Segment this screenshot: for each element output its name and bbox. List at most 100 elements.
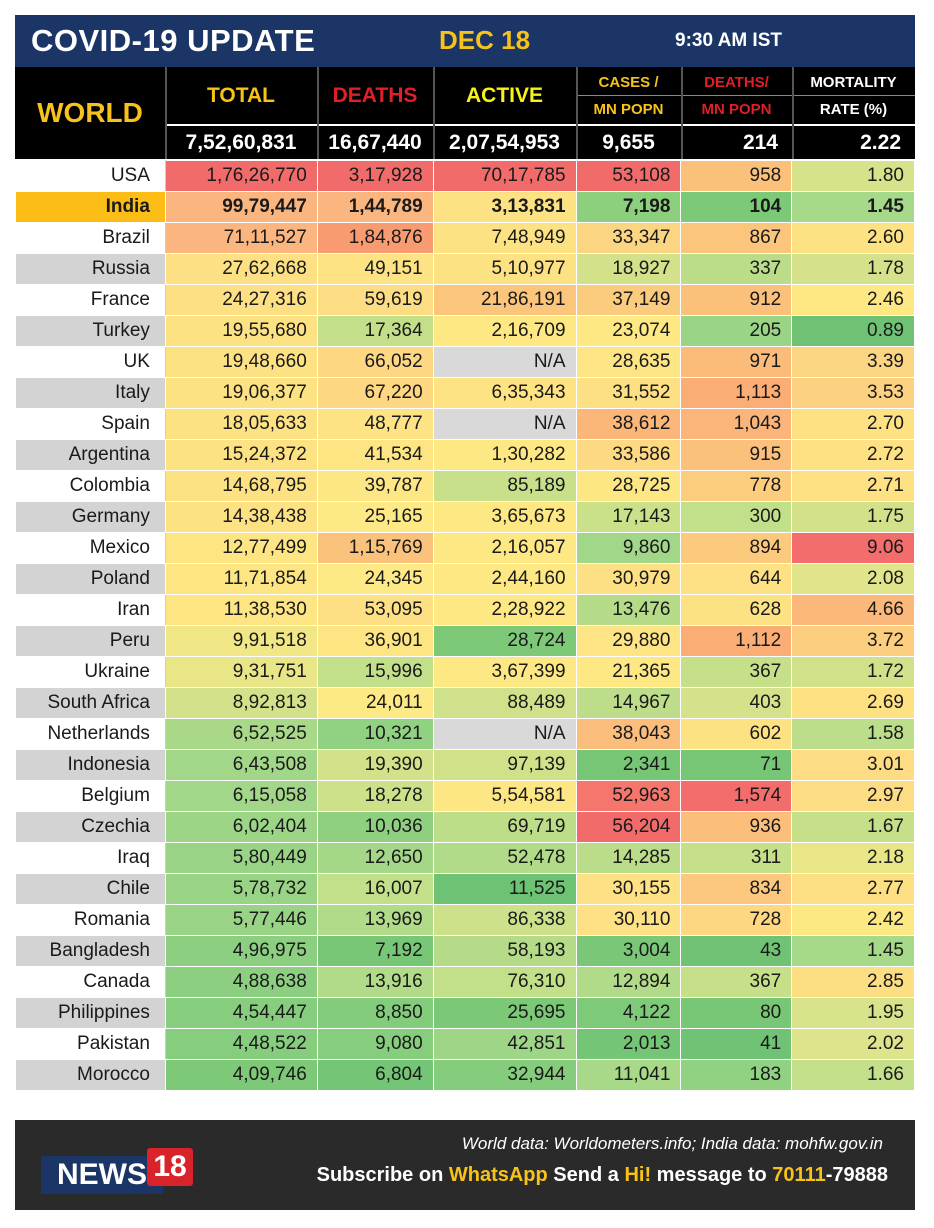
- country-name: Italy: [15, 377, 166, 409]
- cell-cases-mn: 30,979: [575, 563, 682, 595]
- cell-active: 5,54,581: [432, 780, 577, 812]
- cell-deaths: 10,036: [316, 811, 434, 843]
- cell-deaths-mn: 958: [680, 160, 793, 192]
- col-divider: [433, 67, 435, 159]
- subscribe-text: Subscribe on: [316, 1164, 449, 1186]
- cell-total: 19,55,680: [164, 315, 318, 347]
- country-name: Belgium: [15, 780, 166, 812]
- cell-total: 9,91,518: [164, 625, 318, 657]
- cell-deaths-mn: 1,574: [680, 780, 793, 812]
- cell-total: 9,31,751: [164, 656, 318, 688]
- cell-cases-mn: 13,476: [575, 594, 682, 626]
- cell-deaths-mn: 628: [680, 594, 793, 626]
- cell-cases-mn: 4,122: [575, 997, 682, 1029]
- cell-deaths-mn: 205: [680, 315, 793, 347]
- cell-cases-mn: 17,143: [575, 501, 682, 533]
- cell-deaths-mn: 728: [680, 904, 793, 936]
- cell-deaths: 24,011: [316, 687, 434, 719]
- news18-logo: NEWS 18: [41, 1148, 193, 1194]
- cell-active: 58,193: [432, 935, 577, 967]
- table-row: Pakistan 4,48,522 9,080 42,851 2,013 41 2.02: [15, 1028, 915, 1060]
- cell-total: 27,62,668: [164, 253, 318, 285]
- cell-cases-mn: 2,013: [575, 1028, 682, 1060]
- cell-mortality: 9.06: [791, 532, 915, 564]
- col-divider: [576, 67, 578, 159]
- cell-cases-mn: 56,204: [575, 811, 682, 843]
- country-name: Morocco: [15, 1059, 166, 1091]
- col-divider: [681, 67, 683, 159]
- cell-active: 97,139: [432, 749, 577, 781]
- table-row: South Africa 8,92,813 24,011 88,489 14,967 40…: [15, 687, 915, 719]
- cell-cases-mn: 29,880: [575, 625, 682, 657]
- table-row: Romania 5,77,446 13,969 86,338 30,110 728 2.42: [15, 904, 915, 936]
- col-header-cases-mn-line1: CASES /: [598, 73, 659, 91]
- phone-number-part2: -79888: [825, 1164, 888, 1186]
- cell-mortality: 1.67: [791, 811, 915, 843]
- table-row: Colombia 14,68,795 39,787 85,189 28,725 778 2.…: [15, 470, 915, 502]
- cell-deaths-mn: 367: [680, 966, 793, 998]
- cell-total: 14,38,438: [164, 501, 318, 533]
- cell-active: 85,189: [432, 470, 577, 502]
- cell-mortality: 2.97: [791, 780, 915, 812]
- cell-deaths: 13,969: [316, 904, 434, 936]
- cell-total: 5,80,449: [164, 842, 318, 874]
- table-row: Morocco 4,09,746 6,804 32,944 11,041 183 1.66: [15, 1059, 915, 1091]
- cell-deaths: 12,650: [316, 842, 434, 874]
- table-row: Mexico 12,77,499 1,15,769 2,16,057 9,860 894 9…: [15, 532, 915, 564]
- cell-total: 14,68,795: [164, 470, 318, 502]
- table-row: Iraq 5,80,449 12,650 52,478 14,285 311 2.18: [15, 842, 915, 874]
- cell-deaths-mn: 71: [680, 749, 793, 781]
- cell-active: 5,10,977: [432, 253, 577, 285]
- col-header-deaths-mn-line2: MN POPN: [701, 100, 772, 118]
- cell-cases-mn: 30,155: [575, 873, 682, 905]
- cell-deaths: 41,534: [316, 439, 434, 471]
- cell-total: 4,09,746: [164, 1059, 318, 1091]
- country-name: Russia: [15, 253, 166, 285]
- cell-cases-mn: 7,198: [575, 191, 682, 223]
- cell-deaths: 9,080: [316, 1028, 434, 1060]
- cell-active: 2,44,160: [432, 563, 577, 595]
- table-row: Ukraine 9,31,751 15,996 3,67,399 21,365 367 1.…: [15, 656, 915, 688]
- cell-active: 6,35,343: [432, 377, 577, 409]
- cell-mortality: 2.08: [791, 563, 915, 595]
- cell-deaths-mn: 311: [680, 842, 793, 874]
- cell-deaths: 1,44,789: [316, 191, 434, 223]
- cell-mortality: 1.80: [791, 160, 915, 192]
- cell-active: 52,478: [432, 842, 577, 874]
- cell-active: 3,13,831: [432, 191, 577, 223]
- table-row: Brazil 71,11,527 1,84,876 7,48,949 33,347 867…: [15, 222, 915, 254]
- table-row: Netherlands 6,52,525 10,321 N/A 38,043 602 1.5…: [15, 718, 915, 750]
- col-divider: [165, 67, 167, 159]
- cell-mortality: 2.02: [791, 1028, 915, 1060]
- country-name: Argentina: [15, 439, 166, 471]
- cell-mortality: 2.42: [791, 904, 915, 936]
- cell-cases-mn: 53,108: [575, 160, 682, 192]
- cell-deaths: 1,84,876: [316, 222, 434, 254]
- cell-mortality: 1.45: [791, 191, 915, 223]
- cell-deaths-mn: 894: [680, 532, 793, 564]
- cell-total: 4,48,522: [164, 1028, 318, 1060]
- cell-deaths-mn: 644: [680, 563, 793, 595]
- cell-deaths: 18,278: [316, 780, 434, 812]
- cell-total: 4,88,638: [164, 966, 318, 998]
- cell-active: 86,338: [432, 904, 577, 936]
- cell-total: 1,76,26,770: [164, 160, 318, 192]
- cell-deaths-mn: 1,112: [680, 625, 793, 657]
- table-row: India 99,79,447 1,44,789 3,13,831 7,198 104 1.…: [15, 191, 915, 223]
- footer: NEWS 18 World data: Worldometers.info; I…: [15, 1120, 915, 1210]
- cell-mortality: 1.58: [791, 718, 915, 750]
- country-name: Iran: [15, 594, 166, 626]
- cell-total: 11,38,530: [164, 594, 318, 626]
- cell-mortality: 1.95: [791, 997, 915, 1029]
- country-name: Romania: [15, 904, 166, 936]
- cell-total: 6,15,058: [164, 780, 318, 812]
- cell-deaths: 67,220: [316, 377, 434, 409]
- country-name: France: [15, 284, 166, 316]
- cell-total: 71,11,527: [164, 222, 318, 254]
- cell-cases-mn: 18,927: [575, 253, 682, 285]
- cell-cases-mn: 28,725: [575, 470, 682, 502]
- cell-mortality: 0.89: [791, 315, 915, 347]
- country-name: Turkey: [15, 315, 166, 347]
- cell-active: 32,944: [432, 1059, 577, 1091]
- cell-mortality: 1.75: [791, 501, 915, 533]
